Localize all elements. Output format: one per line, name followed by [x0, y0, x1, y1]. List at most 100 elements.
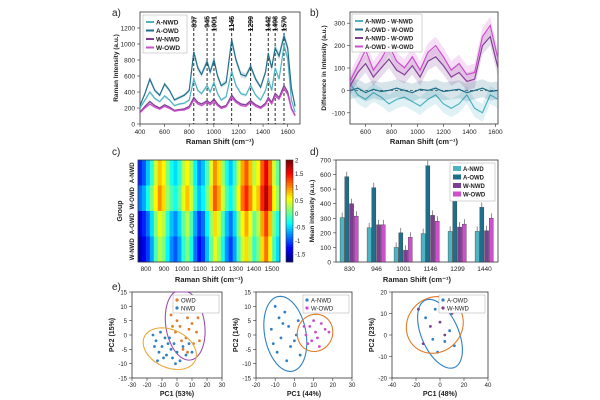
panel-b-ytick-label: 0	[341, 88, 345, 95]
panel-c-xtick-label: 1100	[193, 266, 207, 273]
panel-e1-point	[175, 319, 179, 323]
panel-a-series-line	[139, 45, 296, 113]
panel-e1-point	[175, 350, 179, 354]
panel-c-heat-cell	[268, 185, 273, 212]
panel-c-heat-cell	[252, 185, 257, 212]
panel-c-colorbar-label: -1	[295, 239, 301, 245]
panel-c-heat-cell	[169, 236, 174, 263]
panel-c-row-label: A-NWD	[130, 162, 136, 183]
panel-b-ytick-label: 100	[334, 66, 345, 73]
panel-a-peak-label: 1001	[211, 16, 218, 32]
panel-d-legend-swatch	[453, 191, 461, 197]
panel-e2-ytick-label: -5	[246, 348, 252, 354]
panel-e1-point	[195, 330, 198, 334]
panel-e1-xtick-label: -30	[128, 383, 137, 389]
panel-c-heat-cell	[205, 211, 210, 237]
panel-e1-point	[178, 325, 182, 328]
panel-c-colorbar-step	[286, 239, 293, 242]
panel-c-ylabel: Group	[117, 201, 124, 222]
panel-e1-xtick-label: 10	[189, 383, 196, 389]
panel-e3-xtick-label: -20	[412, 383, 421, 389]
panel-c-heat-cell	[189, 211, 194, 237]
panel-c-heat-cell	[157, 160, 162, 186]
panel-c-heat-cell	[212, 211, 218, 237]
panel-e3-ytick-label: -10	[378, 355, 387, 361]
panel-a-xlabel: Raman Shift (cm⁻¹)	[186, 137, 255, 146]
panel-c-heat-cell	[138, 236, 143, 263]
panel-c-colorbar-step	[286, 231, 293, 235]
panel-e3-ytick-label: -20	[378, 377, 387, 383]
panel-d-bar	[462, 223, 467, 263]
panel-c-colorbar-step	[286, 223, 293, 227]
panel-e3-ylabel: PC2 (23%)	[369, 318, 376, 352]
panel-c-xtick-label: 800	[141, 266, 152, 273]
panel-e2-legend-box	[302, 294, 350, 314]
panel-c-heat-cell	[173, 160, 178, 186]
panel-e1-xtick-label: 20	[204, 383, 211, 389]
panel-e2-point	[327, 330, 331, 334]
panel-b-legend-label: A-NWD - W-OWD	[365, 37, 414, 43]
panel-c-heat-cell	[189, 160, 194, 186]
panel-d-bar	[489, 218, 494, 263]
panel-e1-point	[186, 316, 189, 320]
panel-c-heat-cell	[141, 211, 147, 237]
panel-c-heat-cell	[145, 185, 151, 212]
panel-e1-legend-marker	[175, 298, 179, 302]
panel-b-series-band	[350, 74, 498, 122]
panel-e2-xtick-label: 20	[329, 383, 336, 389]
panel-c-xtick-label: 1400	[247, 266, 262, 273]
panel-e2-xtick-label: 30	[349, 383, 356, 389]
panel-d-bar	[339, 217, 345, 263]
panel-c-heat-cell	[145, 211, 151, 237]
panel-e2-point	[302, 325, 306, 328]
panel-e1-xtick-label: 30	[219, 383, 226, 389]
panel-a-series-line	[139, 87, 296, 117]
panel-d-bar	[381, 224, 386, 263]
panel-b-series-band	[350, 16, 498, 91]
panel-c-heat-cell	[197, 160, 202, 186]
panel-c-heat-cell	[228, 211, 233, 237]
panel-c-heat-cell	[161, 211, 166, 237]
panel-e2-xtick-label: 10	[310, 383, 317, 389]
panel-c-heat-cell	[264, 236, 269, 263]
panel-c-colorbar-step	[286, 182, 293, 186]
panel-c-heat-cell	[216, 185, 222, 212]
panel-c-heat-cell	[276, 160, 281, 186]
panel-e3-xtick-label: 20	[461, 383, 468, 389]
panel-e2-point	[283, 310, 287, 314]
panel-a-xtick-label: 1200	[231, 129, 246, 136]
panel-e3-point	[429, 325, 432, 328]
panel-e1-xlabel: PC1 (53%)	[160, 391, 194, 398]
panel-c-heat-cell	[209, 160, 214, 186]
panel-c-heat-cell	[248, 185, 253, 212]
panel-d-bar	[408, 237, 413, 263]
panel-e1-point	[187, 342, 191, 345]
panel-a-peak-label: 1498	[273, 16, 280, 32]
panel-e2-confidence-ellipse	[296, 313, 334, 353]
panel-e1-point	[168, 336, 171, 340]
panel-e2-ytick-label: 5	[248, 319, 252, 325]
panel-c-colorbar-step	[286, 188, 293, 191]
panel-c-heat-cell	[141, 160, 147, 186]
panel-c-heat-cell	[252, 160, 257, 186]
panel-e2-point	[317, 345, 321, 348]
panel-d-bar	[371, 187, 377, 263]
panel-c-heat-cell	[193, 236, 198, 263]
panel-e1-ytick-label: 10	[120, 305, 127, 311]
panel-e3-point	[448, 329, 451, 333]
panel-e1-point	[165, 353, 168, 357]
panel-e3-legend-label: W-NWD	[447, 307, 470, 313]
panel-a-xtick-label: 400	[135, 129, 146, 136]
panel-c-heat-cell	[216, 211, 222, 237]
panel-d-xtick-label: 946	[371, 266, 382, 273]
panel-e1-ytick-label: 0	[124, 334, 128, 340]
panel-e3-xtick-label: 40	[485, 383, 492, 389]
panel-e3-confidence-ellipse	[417, 298, 463, 369]
panel-c-colorbar-step	[286, 165, 293, 168]
panel-a-xtick-label: 1000	[207, 129, 222, 136]
panel-c-heat-cell	[212, 185, 218, 212]
panel-d-xtick-label: 830	[344, 266, 355, 273]
panel-c-colorbar-step	[286, 160, 293, 163]
panel-c-heat-cell	[256, 211, 261, 237]
